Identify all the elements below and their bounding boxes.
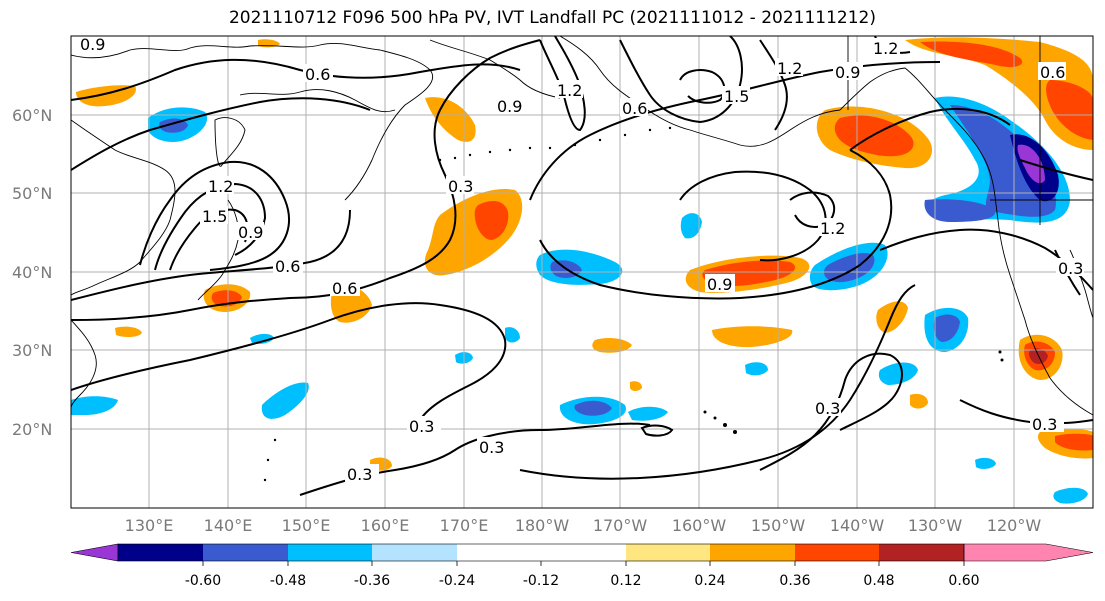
shading-negative-west-20n — [261, 382, 309, 419]
shading-negative-bottom-right — [1053, 487, 1088, 504]
colorbar-extend-low — [70, 543, 119, 562]
contour-label-13: 0.6 — [622, 99, 647, 118]
lon-label-130w: 130°W — [908, 516, 963, 535]
colorbar-extend-high — [963, 543, 1094, 562]
shading-negative-northern-california — [924, 199, 996, 222]
colorbar-bin-8 — [710, 544, 795, 561]
contour-label-1: 0.9 — [80, 35, 105, 54]
lon-label-120w: 120°W — [987, 516, 1042, 535]
contour-label-5: 1.2 — [208, 177, 233, 196]
lon-label-150w: 150°W — [751, 516, 806, 535]
colorbar: -0.60 -0.48 -0.36 -0.24 -0.12 0.12 0.24 … — [70, 543, 1094, 589]
shading-positive-150w — [712, 326, 793, 348]
contour-label-24: 0.6 — [1040, 63, 1065, 82]
contour-label-18: 0.3 — [409, 417, 434, 436]
colorbar-label-2: -0.48 — [270, 573, 306, 589]
colorbar-bin-7 — [626, 544, 710, 561]
contour-label-19: 0.3 — [479, 438, 504, 457]
lon-label-130e: 130°E — [125, 516, 174, 535]
shading-negative-small-5 — [975, 457, 996, 469]
colorbar-ticks — [202, 561, 965, 566]
pv-anomaly-shading — [71, 37, 1093, 504]
shading-positive-nw-canada-core — [920, 41, 1023, 68]
contour-label-6: 0.9 — [238, 223, 263, 242]
lon-label-160w: 160°W — [672, 516, 727, 535]
shading-negative-small-7 — [745, 362, 768, 376]
colorbar-label-10: 0.60 — [948, 573, 979, 589]
contour-labels: 0.9 0.6 0.6 0.6 1.2 0.9 0.3 1.2 0.9 1.2 … — [78, 35, 1084, 484]
shading-negative-130w-south — [878, 362, 918, 385]
colorbar-tick-labels: -0.60 -0.48 -0.36 -0.24 -0.12 0.12 0.24 … — [185, 573, 980, 589]
shading-positive-170e-core — [474, 200, 509, 240]
contour-label-12: 1.5 — [724, 87, 749, 106]
shading-positive-nw-canada-core2 — [1046, 80, 1093, 140]
lon-label-140w: 140°W — [830, 516, 885, 535]
shading-negative-small-6 — [628, 406, 668, 421]
shading-positive-165w — [592, 337, 632, 353]
lat-label-20n: 20°N — [12, 420, 52, 439]
colorbar-bin-4 — [372, 544, 457, 561]
lon-label-160e: 160°E — [361, 516, 410, 535]
map-title: 2021110712 F096 500 hPa PV, IVT Landfall… — [228, 8, 876, 28]
colorbar-label-8: 0.36 — [779, 573, 810, 589]
contour-label-11: 0.9 — [835, 63, 860, 82]
shading-positive-small-2 — [115, 326, 142, 338]
colorbar-bin-10 — [879, 544, 964, 561]
colorbar-label-7: 0.24 — [694, 573, 725, 589]
colorbar-bin-1 — [118, 544, 203, 561]
colorbar-label-3: -0.36 — [354, 573, 390, 589]
lon-label-180w: 180°W — [515, 516, 570, 535]
colorbar-bin-3 — [288, 544, 372, 561]
map-border — [70, 35, 1094, 509]
colorbar-label-5: -0.12 — [523, 573, 559, 589]
contour-label-22: 0.3 — [1032, 415, 1057, 434]
contour-label-17: 1.2 — [873, 39, 898, 58]
colorbar-label-1: -0.60 — [185, 573, 221, 589]
contour-label-9: 0.9 — [497, 97, 522, 116]
contour-label-8: 1.2 — [557, 81, 582, 100]
shading-negative-subtropical-core — [574, 400, 612, 416]
contour-label-20: 0.3 — [347, 465, 372, 484]
lat-label-30n: 30°N — [12, 341, 52, 360]
shading-positive-small-3 — [910, 393, 928, 409]
shading-negative-pacific-northwest-mid — [950, 105, 1056, 217]
shading-positive-kamchatka — [425, 97, 476, 142]
contour-label-15: 1.2 — [820, 219, 845, 238]
contour-label-14: 1.5 — [202, 207, 227, 226]
shading-positive-small-4 — [630, 381, 642, 391]
colorbar-bin-9 — [795, 544, 879, 561]
lat-label-60n: 60°N — [12, 106, 52, 125]
lat-label-40n: 40°N — [12, 263, 52, 282]
shading-negative-east-pacific-core — [824, 253, 875, 283]
shading-negative-small-4 — [680, 213, 702, 239]
colorbar-bin-2 — [203, 544, 288, 561]
colorbar-label-9: 0.48 — [863, 573, 894, 589]
shading-positive-mexico-core — [1055, 433, 1093, 451]
contour-label-3: 0.6 — [275, 257, 300, 276]
contour-label-21: 0.3 — [815, 399, 840, 418]
contour-label-16: 0.9 — [707, 275, 732, 294]
lon-label-170w: 170°W — [593, 516, 648, 535]
lon-label-140e: 140°E — [204, 516, 253, 535]
shading-negative-small-1 — [250, 333, 274, 344]
contour-label-23: 0.3 — [1058, 259, 1083, 278]
shading-negative-130w-core — [933, 314, 960, 342]
contour-label-2: 0.6 — [305, 65, 330, 84]
longitude-labels: 130°E 140°E 150°E 160°E 170°E 180°W 170°… — [125, 516, 1042, 535]
colorbar-bin-5 — [457, 544, 541, 561]
contour-label-10: 1.2 — [777, 59, 802, 78]
latitude-labels: 60°N 50°N 40°N 30°N 20°N — [12, 106, 52, 439]
contour-label-4: 0.6 — [332, 279, 357, 298]
colorbar-label-4: -0.24 — [439, 573, 475, 589]
colorbar-bin-6 — [541, 544, 626, 561]
lon-label-150e: 150°E — [282, 516, 331, 535]
shading-negative-west-edge — [71, 396, 118, 415]
contour-label-7: 0.3 — [448, 177, 473, 196]
colorbar-label-6: 0.12 — [610, 573, 641, 589]
lon-label-170e: 170°E — [440, 516, 489, 535]
shading-negative-small-3 — [505, 327, 520, 343]
lat-label-50n: 50°N — [12, 184, 52, 203]
